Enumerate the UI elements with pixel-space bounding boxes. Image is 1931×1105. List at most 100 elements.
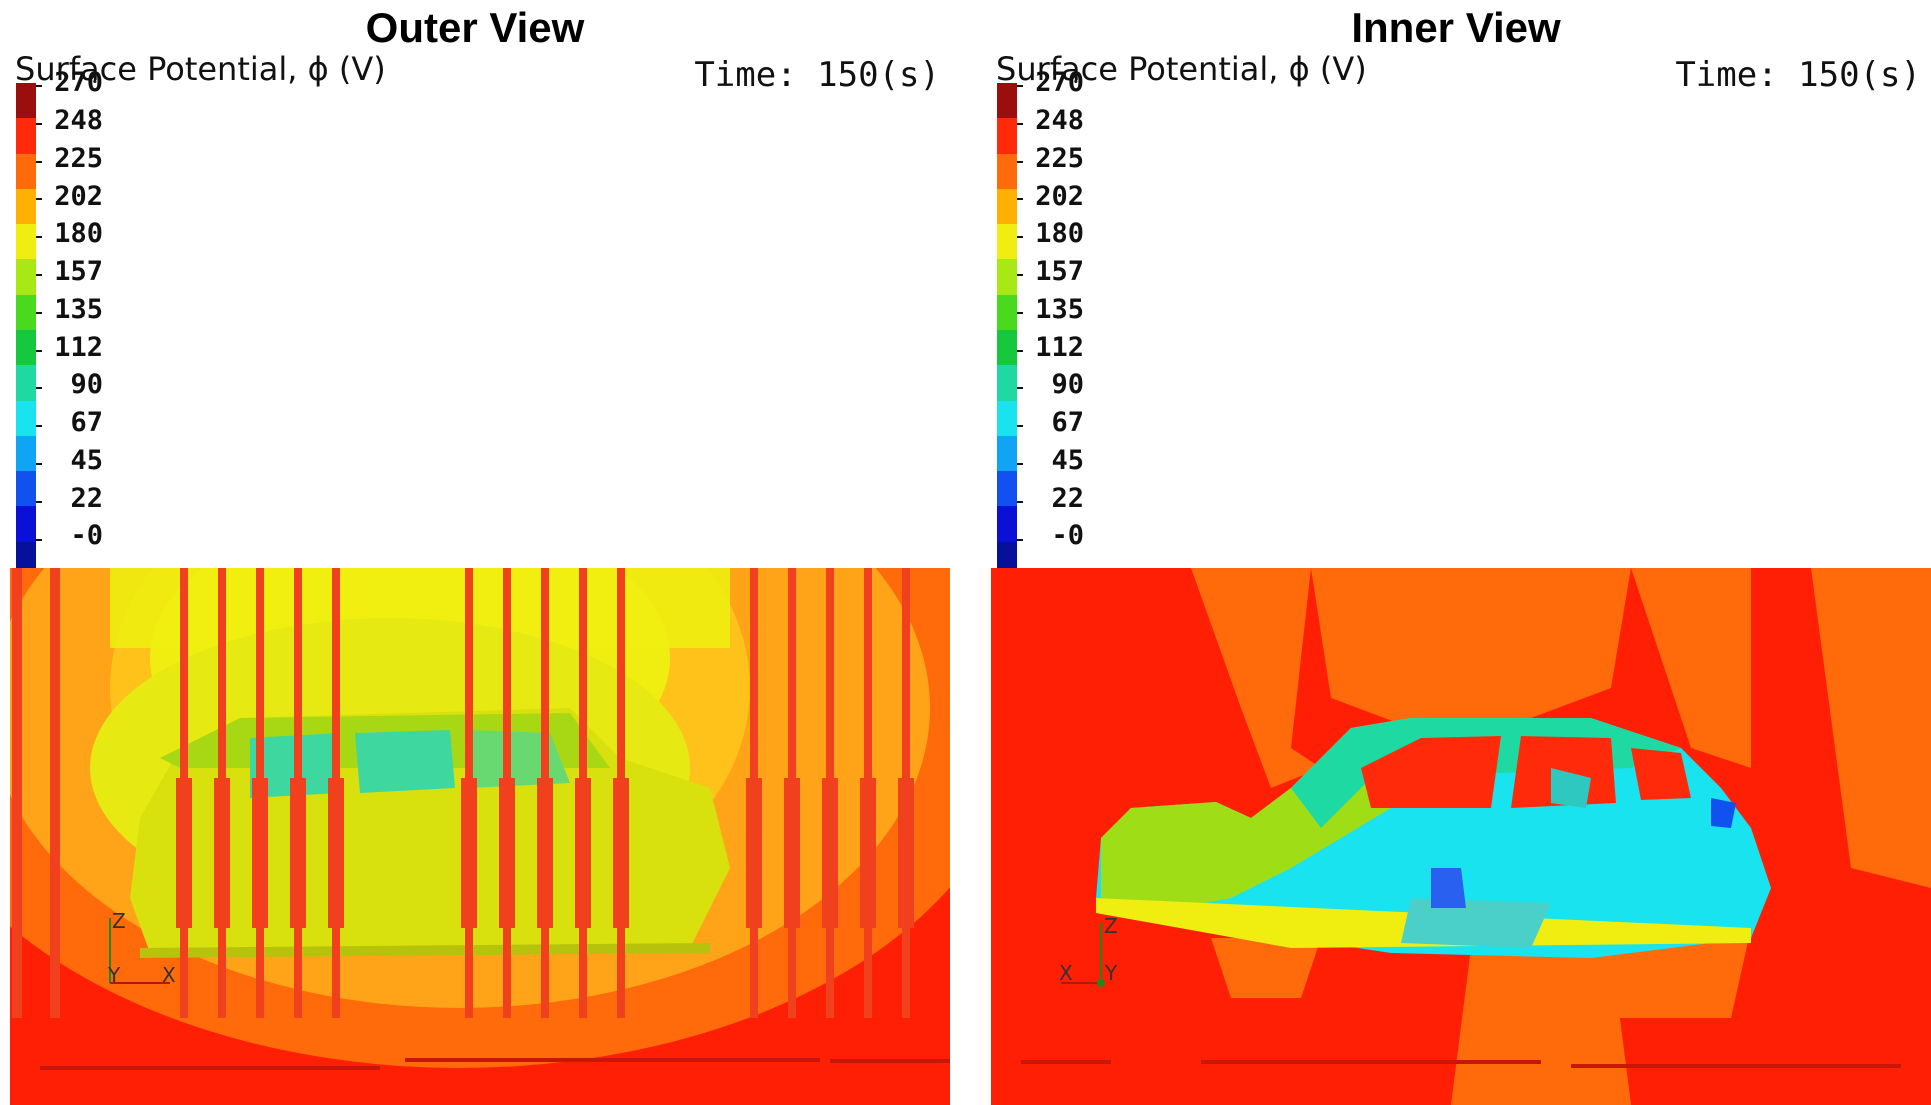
colorbar-segment	[997, 330, 1017, 366]
colorbar-segment	[16, 294, 36, 331]
inner-colorbar	[997, 83, 1017, 578]
colorbar-segment	[16, 365, 36, 402]
outer-simulation-view: Z Y X	[10, 568, 950, 1105]
outer-axis-x: X	[162, 963, 176, 987]
inner-car-panel	[1401, 898, 1551, 948]
colorbar-tick-mark	[1017, 160, 1023, 163]
colorbar-tick-mark	[36, 538, 42, 541]
inner-axis-z: Z	[1104, 914, 1118, 938]
inner-tick-label: 112	[1035, 332, 1084, 363]
outer-colorbar	[16, 83, 36, 578]
outer-view-title: Outer View	[365, 4, 585, 51]
colorbar-tick-mark	[1017, 349, 1023, 352]
inner-field-band	[1811, 568, 1931, 888]
inner-tick-label: 90	[1051, 369, 1084, 400]
outer-time-label: Time:	[694, 55, 797, 95]
colorbar-segment	[16, 259, 36, 296]
colorbar-segment	[16, 471, 36, 507]
colorbar-tick-mark	[36, 463, 42, 465]
inner-field-band	[1311, 568, 1631, 728]
colorbar-tick-mark	[36, 387, 42, 390]
inner-simulation-image: Z Y X	[991, 568, 1931, 1105]
colorbar-segment	[997, 365, 1017, 402]
colorbar-tick-mark	[1017, 122, 1023, 125]
outer-electrodes	[12, 568, 914, 1018]
outer-tick-label: 180	[54, 218, 103, 249]
inner-tick-label: 248	[1035, 105, 1084, 136]
colorbar-tick-mark	[1017, 274, 1023, 276]
colorbar-segment	[16, 188, 36, 225]
outer-simulation-image: Z Y X	[10, 568, 950, 1105]
colorbar-tick-mark	[36, 122, 42, 125]
colorbar-tick-mark	[36, 160, 42, 163]
colorbar-segment	[997, 294, 1017, 331]
colorbar-tick-mark	[1017, 311, 1023, 314]
inner-car-panel	[1551, 768, 1591, 808]
inner-tick-label: 202	[1035, 181, 1084, 212]
inner-field-band	[1211, 938, 1321, 998]
outer-tick-label: 135	[54, 294, 103, 325]
colorbar-tick-mark	[1017, 463, 1023, 465]
colorbar-segment	[16, 153, 36, 190]
colorbar-segment	[16, 435, 36, 472]
inner-tick-label: 225	[1035, 143, 1084, 174]
outer-time-value: 150(s)	[817, 55, 940, 95]
outer-view-panel: Outer View Surface Potential, ϕ (V) Time…	[0, 0, 950, 1105]
colorbar-tick-mark	[36, 274, 42, 276]
inner-tick-label: 180	[1035, 218, 1084, 249]
colorbar-segment	[997, 224, 1017, 260]
inner-field-band	[1191, 568, 1321, 788]
colorbar-segment	[997, 435, 1017, 472]
inner-tick-label: 135	[1035, 294, 1084, 325]
colorbar-tick-mark	[1017, 236, 1023, 239]
colorbar-tick-mark	[36, 425, 42, 428]
outer-tick-label: 202	[54, 181, 103, 212]
outer-tick-label: 112	[54, 332, 103, 363]
outer-tick-label: 157	[54, 256, 103, 287]
outer-ground-lines	[40, 1058, 950, 1070]
inner-axis-triad: Z Y X	[1059, 914, 1118, 987]
colorbar-segment	[16, 224, 36, 260]
outer-axis-triad: Z Y X	[107, 909, 176, 987]
colorbar-segment	[997, 400, 1017, 437]
colorbar-segment	[997, 506, 1017, 543]
inner-time-label: Time:	[1675, 55, 1778, 95]
outer-car-window	[355, 730, 455, 793]
colorbar-segment	[997, 259, 1017, 296]
colorbar-tick-mark	[36, 198, 42, 201]
outer-car-sill	[140, 943, 710, 958]
colorbar-tick-mark	[1017, 198, 1023, 201]
inner-view-panel: Inner View Surface Potential, ϕ (V) Time…	[981, 0, 1931, 1105]
colorbar-tick-mark	[36, 85, 42, 87]
inner-colorbar-title: Surface Potential, ϕ (V)	[996, 50, 1367, 88]
inner-tick-label: 22	[1051, 483, 1084, 514]
outer-tick-label: -0	[70, 520, 103, 551]
colorbar-segment	[16, 330, 36, 366]
colorbar-tick-mark	[1017, 425, 1023, 428]
inner-time-value: 150(s)	[1798, 55, 1921, 95]
colorbar-segment	[997, 471, 1017, 507]
inner-car-window	[1361, 736, 1501, 808]
outer-tick-label: 248	[54, 105, 103, 136]
colorbar-segment	[997, 188, 1017, 225]
outer-tick-label: 90	[70, 369, 103, 400]
outer-tick-label: 22	[70, 483, 103, 514]
colorbar-segment	[997, 83, 1017, 119]
outer-tick-label: 225	[54, 143, 103, 174]
inner-car-window	[1631, 748, 1691, 800]
colorbar-tick-mark	[36, 311, 42, 314]
colorbar-tick-mark	[1017, 500, 1023, 503]
inner-time-readout: Time: 150(s)	[1675, 55, 1921, 95]
outer-axis-z: Z	[112, 909, 126, 933]
colorbar-tick-mark	[36, 349, 42, 352]
inner-car-panel	[1711, 798, 1736, 828]
colorbar-segment	[16, 83, 36, 119]
inner-simulation-view: Z Y X	[991, 568, 1931, 1105]
inner-ground-lines	[1021, 1060, 1901, 1068]
inner-tick-label: -0	[1051, 520, 1084, 551]
inner-tick-label: 157	[1035, 256, 1084, 287]
colorbar-tick-mark	[1017, 538, 1023, 541]
outer-tick-label: 270	[54, 67, 103, 98]
inner-car-panel	[1431, 868, 1466, 908]
inner-axis-x: X	[1059, 961, 1073, 985]
